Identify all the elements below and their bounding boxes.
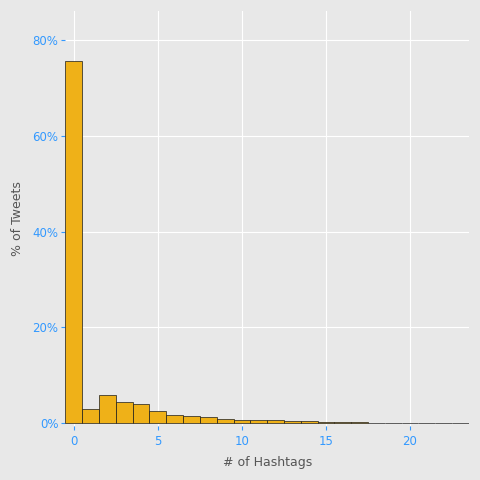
Bar (99, 395, 116, 423)
Bar (65, 61, 82, 423)
Bar (166, 415, 183, 423)
Bar (284, 421, 301, 423)
Bar (132, 404, 149, 423)
Bar (216, 419, 233, 423)
Bar (149, 411, 166, 423)
Bar (267, 420, 284, 423)
Bar (251, 420, 267, 423)
Y-axis label: % of Tweets: % of Tweets (11, 181, 24, 256)
Bar (233, 420, 251, 423)
Bar (183, 416, 200, 423)
Bar (318, 422, 335, 423)
Bar (335, 422, 351, 423)
Bar (116, 402, 132, 423)
Bar (82, 409, 99, 423)
Bar (351, 422, 368, 423)
X-axis label: # of Hashtags: # of Hashtags (223, 456, 312, 469)
Bar (200, 417, 216, 423)
Bar (301, 421, 318, 423)
Bar (368, 422, 385, 423)
